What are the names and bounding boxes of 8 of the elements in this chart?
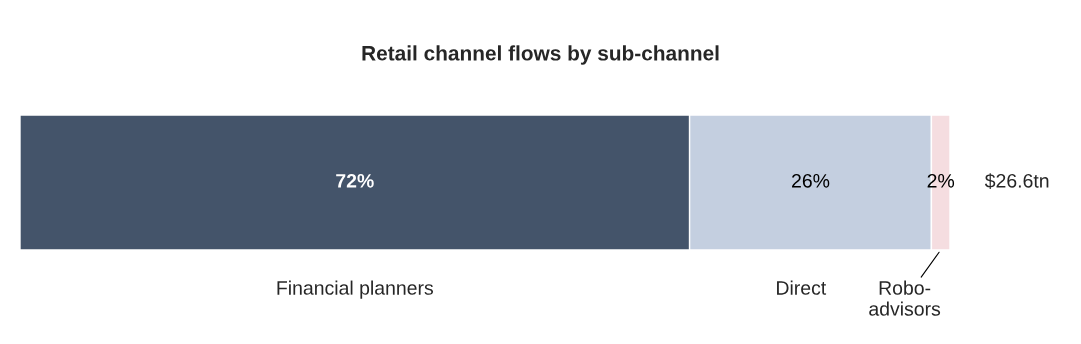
chart-title: Retail channel flows by sub-channel: [362, 45, 719, 65]
series-label: Financial planners: [277, 280, 434, 299]
data-label: 2%: [927, 173, 955, 188]
series-label: Robo- advisors: [869, 280, 941, 316]
series-label: Direct: [777, 280, 827, 295]
annotation: $26.6tn: [984, 173, 1049, 189]
data-label: 26%: [792, 173, 830, 188]
data-label: 72%: [336, 173, 374, 188]
